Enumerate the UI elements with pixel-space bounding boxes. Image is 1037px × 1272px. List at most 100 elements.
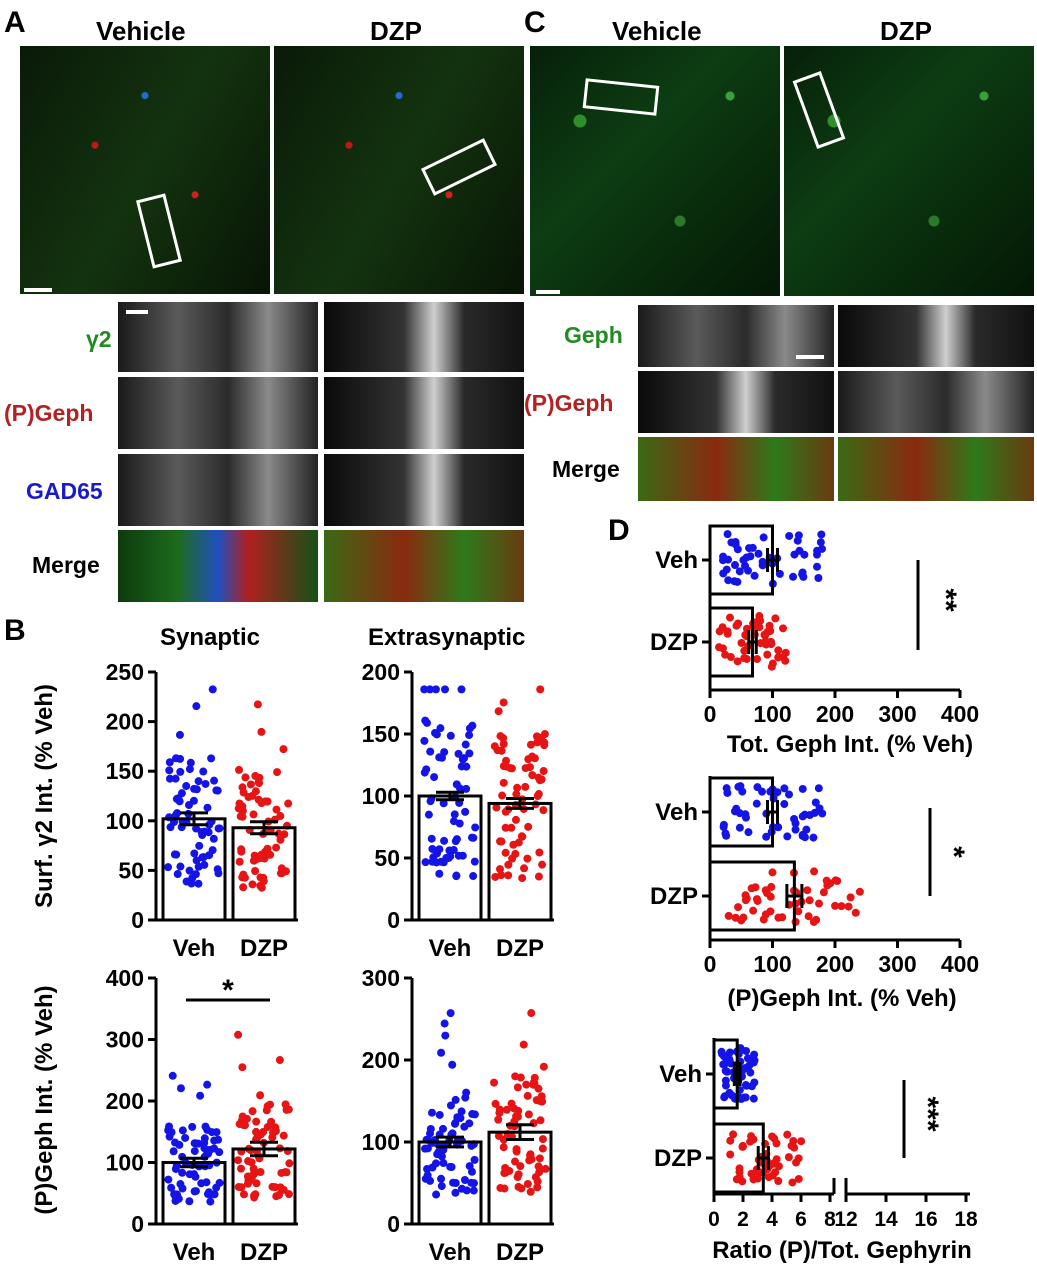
data-point [268, 1182, 277, 1191]
data-point [200, 860, 209, 869]
data-point [435, 1110, 444, 1119]
panel-a-dzp-micrograph [274, 46, 524, 294]
data-point [449, 1178, 458, 1187]
data-point [514, 838, 523, 847]
data-point [747, 1132, 756, 1141]
data-point [458, 755, 467, 764]
inset-c-dzp-pgeph [838, 371, 1034, 433]
y-tick-label: 50 [374, 845, 400, 871]
data-point [190, 1139, 199, 1148]
data-point [743, 1054, 752, 1063]
data-point [780, 800, 789, 809]
data-point [535, 848, 544, 857]
data-point [470, 857, 479, 866]
data-point [490, 1078, 499, 1087]
data-point [426, 747, 435, 756]
data-point [794, 1154, 803, 1163]
data-point [750, 571, 759, 580]
data-point [741, 896, 750, 905]
inset-vehicle-gad65 [118, 454, 318, 526]
data-point [762, 832, 771, 841]
data-point [523, 854, 532, 863]
data-point [469, 1186, 478, 1195]
data-point [178, 1184, 187, 1193]
x-tick-label: 4 [766, 1208, 778, 1231]
synaptic-header: Synaptic [160, 624, 261, 651]
y-tick-label: DZP [650, 629, 698, 656]
y-tick-label: 0 [387, 907, 400, 933]
data-point [730, 561, 739, 570]
data-point [779, 624, 788, 633]
data-point [237, 1164, 246, 1173]
data-point [173, 870, 182, 879]
data-point [780, 784, 789, 793]
data-point [731, 913, 740, 922]
data-point [190, 784, 199, 793]
x-tick-label: DZP [240, 1239, 288, 1266]
data-point [465, 731, 474, 740]
data-point [471, 823, 480, 832]
y-tick-label: 300 [362, 965, 400, 991]
data-point [252, 1127, 261, 1136]
data-point [791, 825, 800, 834]
data-point [249, 1164, 258, 1173]
x-tick-label: DZP [240, 935, 288, 962]
x-tick-label: 100 [753, 951, 791, 977]
panel-c-dzp-micrograph [784, 46, 1034, 296]
data-point [522, 1080, 531, 1089]
data-point [809, 917, 818, 926]
data-point [176, 1084, 185, 1093]
data-point [783, 1130, 792, 1139]
data-point [465, 749, 474, 758]
data-point [462, 1186, 471, 1195]
x-tick-label: Veh [173, 935, 216, 962]
data-point [732, 804, 741, 813]
data-point [213, 865, 222, 874]
data-point [844, 902, 853, 911]
data-point [246, 780, 255, 789]
data-point [736, 782, 745, 791]
y-tick-label: 100 [362, 1129, 400, 1155]
data-point [165, 758, 174, 767]
data-point [423, 718, 432, 727]
data-point [788, 1178, 797, 1187]
data-point [439, 1159, 448, 1168]
row-label-pgeph-c: (P)Geph [524, 390, 614, 416]
data-point [749, 906, 758, 915]
data-point [499, 762, 508, 771]
data-point [452, 872, 461, 881]
data-point [282, 1105, 291, 1114]
y-tick-label: DZP [650, 883, 698, 910]
data-point [805, 811, 814, 820]
data-point [203, 1080, 212, 1089]
data-point [451, 1188, 460, 1197]
panel-label-a: A [4, 6, 26, 39]
x-axis-label: (P)Geph Int. (% Veh) [727, 985, 956, 1012]
data-point [784, 1153, 793, 1162]
data-point [819, 888, 828, 897]
data-point [181, 1133, 190, 1142]
data-point [785, 790, 794, 799]
row-label-merge-c: Merge [552, 456, 620, 482]
data-point [462, 784, 471, 793]
significance-stars: ** [929, 588, 962, 612]
data-point [538, 860, 547, 869]
data-point [491, 1099, 500, 1108]
data-point [446, 1101, 455, 1110]
data-point [724, 911, 733, 920]
inset-dzp-merge [324, 530, 524, 602]
x-tick-label: 200 [816, 951, 854, 977]
significance-stars: *** [911, 1096, 944, 1131]
data-point [166, 823, 175, 832]
data-point [252, 1117, 261, 1126]
row-label-geph: Geph [564, 322, 623, 348]
data-point [747, 1169, 756, 1178]
data-point [766, 637, 775, 646]
data-point [513, 1083, 522, 1092]
data-point [750, 1050, 759, 1059]
data-point [752, 799, 761, 808]
y-tick-label: 200 [362, 659, 400, 685]
data-point [524, 1110, 533, 1119]
data-point [263, 1102, 272, 1111]
data-point [467, 1167, 476, 1176]
